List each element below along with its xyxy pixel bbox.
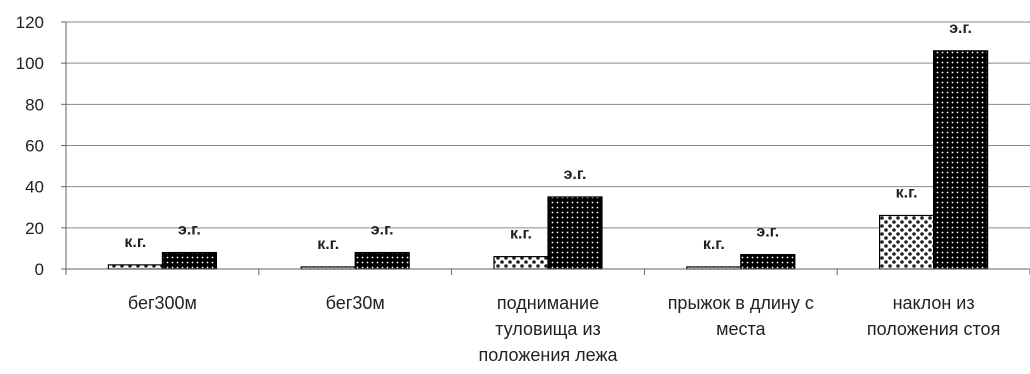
y-tick-label: 40 <box>25 178 44 197</box>
bar-eg <box>354 251 410 270</box>
data-label: э.г. <box>564 166 587 183</box>
bar-eg <box>740 253 796 270</box>
y-tick-label: 80 <box>25 95 44 114</box>
data-label: к.г. <box>703 236 725 253</box>
bars <box>107 50 989 270</box>
x-axis: бег300м бег30м поднимание туловища из положе… <box>65 268 1030 365</box>
data-label: к.г. <box>510 226 532 243</box>
data-label: э.г. <box>371 222 394 239</box>
x-tick-label: прыжок в длину с места <box>668 293 814 339</box>
x-tick-label: бег300м <box>128 293 197 313</box>
x-tick-label: поднимание туловища из положения лежа <box>478 293 618 365</box>
bar-eg <box>932 50 989 270</box>
data-label: к.г. <box>124 234 146 251</box>
y-tick-label: 60 <box>25 137 44 156</box>
bar-kg <box>107 264 164 270</box>
y-tick-label: 20 <box>25 219 44 238</box>
data-label: э.г. <box>178 222 201 239</box>
data-labels: к.г. э.г. к.г. э.г. к.г. э.г. к.г. э.г. к.г. э.г. <box>124 20 972 253</box>
data-label: э.г. <box>949 20 972 37</box>
bar-eg <box>161 251 217 270</box>
bar-kg <box>493 256 549 270</box>
y-tick-label: 100 <box>16 54 44 73</box>
y-tick-label: 0 <box>35 260 44 279</box>
bar-eg <box>547 196 603 270</box>
x-tick-label: бег30м <box>326 293 385 313</box>
gridlines <box>66 21 1030 229</box>
y-tick-label: 120 <box>16 13 44 32</box>
data-label: к.г. <box>896 184 918 201</box>
bar-kg <box>878 214 935 270</box>
data-label: э.г. <box>756 224 779 241</box>
y-axis: 0 20 40 60 80 100 120 <box>16 13 67 279</box>
x-tick-label: наклон из положения стоя <box>867 293 1000 339</box>
data-label: к.г. <box>317 236 339 253</box>
